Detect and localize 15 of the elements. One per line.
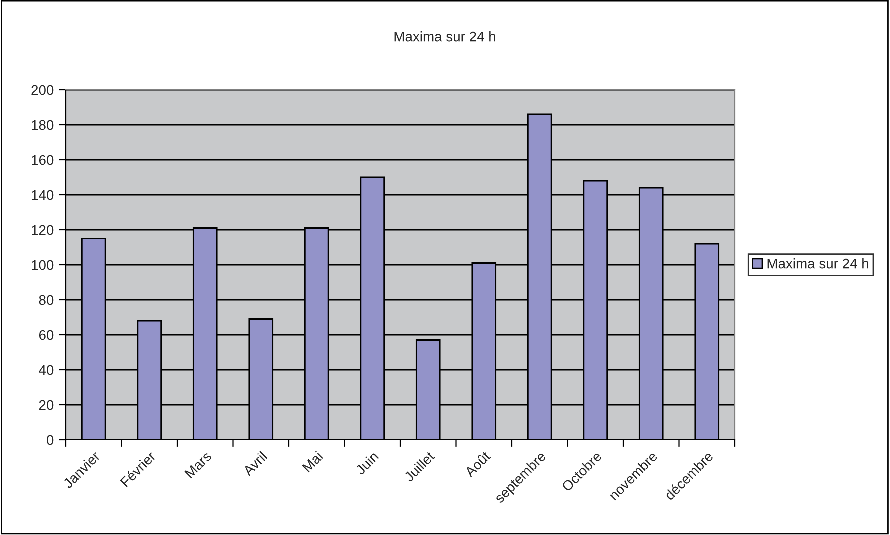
chart-title: Maxima sur 24 h: [394, 32, 496, 42]
y-tick-label: 80: [39, 295, 54, 306]
y-tick-label: 200: [32, 85, 54, 96]
y-tick-label: 60: [39, 330, 54, 340]
y-tick-label: 180: [32, 120, 54, 130]
y-tick-label: 0: [47, 435, 54, 446]
x-tick-label: Juin: [354, 451, 380, 476]
y-tick-label: 120: [32, 225, 54, 236]
legend-label: Maxima sur 24 h: [768, 258, 868, 269]
y-tick-label: 20: [39, 400, 54, 410]
y-tick-label: 160: [32, 155, 54, 166]
y-tick-label: 140: [32, 190, 54, 200]
y-tick-label: 40: [39, 365, 54, 376]
x-tick-label: Mai: [302, 451, 324, 473]
y-tick-label: 100: [32, 260, 54, 270]
